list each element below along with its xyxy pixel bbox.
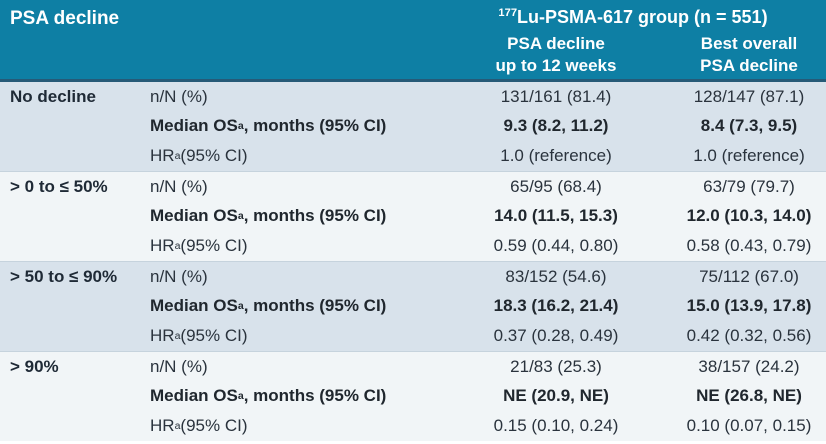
- group-over-90: > 90% n/N (%) Median OS a, months (95% CI…: [0, 351, 826, 441]
- column-header-best-overall-line1: Best overall: [700, 34, 798, 53]
- group-no-decline: No decline n/N (%) Median OS a, months (9…: [0, 82, 826, 171]
- value-nN-12wk: 131/161 (81.4): [500, 86, 612, 106]
- metric-label-os-post: , months (95% CI): [243, 386, 387, 406]
- table-header: PSA decline 177Lu-PSMA-617 group (n = 55…: [0, 0, 826, 82]
- header-group-title: 177Lu-PSMA-617 group (n = 551): [440, 0, 826, 30]
- metric-label-hr-post: (95% CI): [180, 146, 248, 166]
- value-hr-best: 0.42 (0.32, 0.56): [686, 326, 812, 346]
- value-hr-best: 0.58 (0.43, 0.79): [686, 236, 812, 256]
- metric-label-hr: HR a (95% CI): [150, 326, 248, 346]
- value-hr-12wk: 1.0 (reference): [500, 146, 612, 166]
- metric-label-hr-pre: HR: [150, 146, 175, 166]
- column-header-psa-12wk-line1: PSA decline: [507, 34, 605, 53]
- group-0-to-50: > 0 to ≤ 50% n/N (%) Median OS a, months …: [0, 171, 826, 261]
- group-label: > 0 to ≤ 50%: [10, 176, 108, 196]
- metric-label-hr-post: (95% CI): [180, 416, 248, 436]
- metric-label-os-post: , months (95% CI): [243, 206, 387, 226]
- column-header-psa-12wk: PSA decline up to 12 weeks: [440, 30, 672, 80]
- value-nN-best: 128/147 (87.1): [693, 86, 805, 106]
- column-header-best-overall-line2: PSA decline: [700, 56, 798, 75]
- metric-label-hr-post: (95% CI): [180, 326, 248, 346]
- group-label: > 50 to ≤ 90%: [10, 266, 118, 286]
- metric-label-hr: HR a (95% CI): [150, 236, 248, 256]
- value-hr-best: 0.10 (0.07, 0.15): [686, 416, 812, 436]
- metric-label-os: Median OS a, months (95% CI): [150, 116, 387, 136]
- metric-label-os-pre: Median OS: [150, 116, 238, 136]
- value-os-best: 12.0 (10.3, 14.0): [686, 206, 812, 226]
- metric-label-os-pre: Median OS: [150, 386, 238, 406]
- metric-label-nN: n/N (%): [150, 176, 208, 196]
- value-hr-12wk: 0.15 (0.10, 0.24): [493, 416, 619, 436]
- value-nN-12wk: 21/83 (25.3): [510, 356, 602, 376]
- value-os-best: 15.0 (13.9, 17.8): [686, 296, 812, 316]
- metric-label-os-pre: Median OS: [150, 206, 238, 226]
- group-50-to-90: > 50 to ≤ 90% n/N (%) Median OS a, months…: [0, 261, 826, 351]
- metric-label-hr-pre: HR: [150, 326, 175, 346]
- metric-label-os: Median OS a, months (95% CI): [150, 386, 387, 406]
- header-group-title-text: Lu-PSMA-617 group (n = 551): [517, 7, 768, 27]
- metric-label-hr-pre: HR: [150, 416, 175, 436]
- value-nN-12wk: 83/152 (54.6): [505, 266, 607, 286]
- value-os-12wk: 18.3 (16.2, 21.4): [493, 296, 619, 316]
- value-os-12wk: 9.3 (8.2, 11.2): [503, 116, 609, 136]
- value-hr-best: 1.0 (reference): [693, 146, 805, 166]
- metric-label-os-post: , months (95% CI): [243, 296, 387, 316]
- metric-label-os-post: , months (95% CI): [243, 116, 387, 136]
- metric-label-nN: n/N (%): [150, 86, 208, 106]
- metric-label-os-pre: Median OS: [150, 296, 238, 316]
- metric-label-nN: n/N (%): [150, 356, 208, 376]
- value-os-12wk: NE (20.9, NE): [503, 386, 609, 406]
- value-os-best: NE (26.8, NE): [696, 386, 802, 406]
- metric-label-hr: HR a (95% CI): [150, 146, 248, 166]
- header-left-title: PSA decline: [10, 8, 120, 29]
- isotope-superscript: 177: [498, 7, 518, 19]
- value-hr-12wk: 0.37 (0.28, 0.49): [493, 326, 619, 346]
- metric-label-hr-pre: HR: [150, 236, 175, 256]
- group-label: No decline: [10, 86, 96, 106]
- value-hr-12wk: 0.59 (0.44, 0.80): [493, 236, 619, 256]
- value-nN-best: 63/79 (79.7): [703, 176, 795, 196]
- value-nN-best: 75/112 (67.0): [699, 266, 799, 286]
- value-nN-12wk: 65/95 (68.4): [510, 176, 602, 196]
- value-os-best: 8.4 (7.3, 9.5): [700, 116, 798, 136]
- value-nN-best: 38/157 (24.2): [698, 356, 800, 376]
- metric-label-os: Median OS a, months (95% CI): [150, 296, 387, 316]
- metric-label-nN: n/N (%): [150, 266, 208, 286]
- column-header-best-overall: Best overall PSA decline: [672, 30, 826, 80]
- metric-label-os: Median OS a, months (95% CI): [150, 206, 387, 226]
- group-label: > 90%: [10, 356, 59, 376]
- metric-label-hr-post: (95% CI): [180, 236, 248, 256]
- value-os-12wk: 14.0 (11.5, 15.3): [494, 206, 618, 226]
- metric-label-hr: HR a (95% CI): [150, 416, 248, 436]
- column-header-psa-12wk-line2: up to 12 weeks: [495, 56, 617, 75]
